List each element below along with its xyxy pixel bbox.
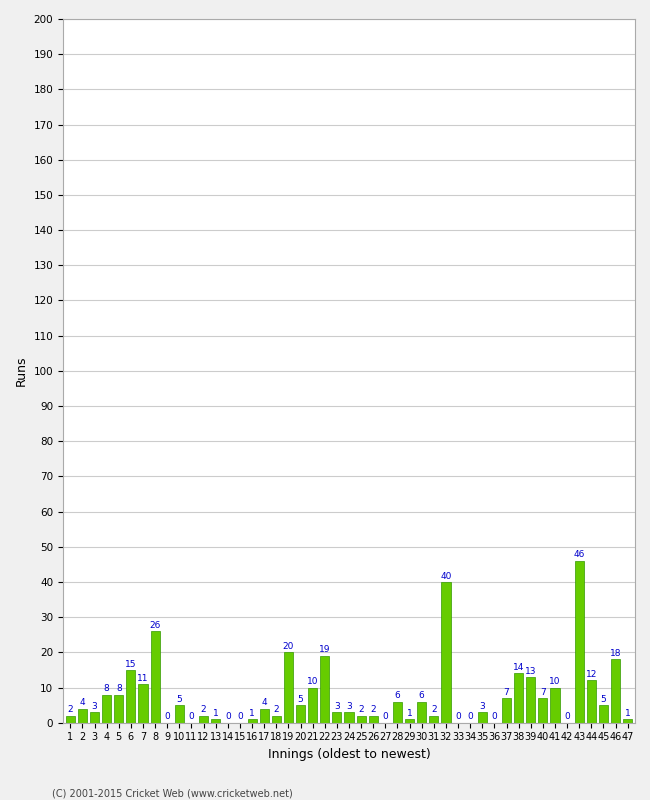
Bar — [357, 716, 366, 722]
Bar — [575, 561, 584, 722]
Y-axis label: Runs: Runs — [15, 356, 28, 386]
Bar — [272, 716, 281, 722]
Bar — [175, 705, 184, 722]
Bar — [369, 716, 378, 722]
Bar — [320, 656, 330, 722]
Text: 3: 3 — [334, 702, 340, 710]
Text: 0: 0 — [467, 712, 473, 722]
Bar — [78, 709, 87, 722]
Bar — [332, 712, 341, 722]
Text: 14: 14 — [513, 663, 525, 672]
Text: 10: 10 — [307, 677, 318, 686]
Text: 18: 18 — [610, 649, 621, 658]
Bar — [344, 712, 354, 722]
Bar — [114, 694, 124, 722]
Text: 5: 5 — [601, 694, 606, 704]
Bar — [296, 705, 305, 722]
Bar — [514, 674, 523, 722]
Bar — [66, 716, 75, 722]
Text: 7: 7 — [504, 688, 510, 697]
Bar — [587, 681, 596, 722]
Bar — [502, 698, 511, 722]
Text: 3: 3 — [92, 702, 98, 710]
Text: 3: 3 — [346, 702, 352, 710]
Bar — [478, 712, 487, 722]
Text: 0: 0 — [455, 712, 461, 722]
Bar — [538, 698, 547, 722]
Bar — [284, 652, 293, 722]
Bar — [393, 702, 402, 722]
Text: 26: 26 — [150, 621, 161, 630]
Text: 1: 1 — [407, 709, 413, 718]
Bar — [551, 687, 560, 722]
Text: 15: 15 — [125, 659, 136, 669]
Bar — [441, 582, 450, 722]
Bar — [429, 716, 438, 722]
Text: 13: 13 — [525, 666, 536, 675]
Text: 2: 2 — [68, 706, 73, 714]
Bar — [126, 670, 135, 722]
Text: 10: 10 — [549, 677, 561, 686]
Text: 46: 46 — [573, 550, 585, 559]
Text: 20: 20 — [283, 642, 294, 651]
Bar — [308, 687, 317, 722]
Text: 0: 0 — [491, 712, 497, 722]
Bar — [102, 694, 111, 722]
Text: (C) 2001-2015 Cricket Web (www.cricketweb.net): (C) 2001-2015 Cricket Web (www.cricketwe… — [52, 788, 292, 798]
Text: 19: 19 — [319, 646, 331, 654]
Bar — [90, 712, 99, 722]
Text: 5: 5 — [298, 694, 304, 704]
Text: 12: 12 — [586, 670, 597, 679]
Text: 2: 2 — [370, 706, 376, 714]
Text: 4: 4 — [79, 698, 85, 707]
Bar — [199, 716, 208, 722]
X-axis label: Innings (oldest to newest): Innings (oldest to newest) — [268, 748, 430, 761]
Bar — [211, 719, 220, 722]
Text: 2: 2 — [431, 706, 437, 714]
Text: 2: 2 — [358, 706, 364, 714]
Text: 0: 0 — [225, 712, 231, 722]
Bar — [138, 684, 148, 722]
Text: 40: 40 — [440, 571, 452, 581]
Bar — [611, 659, 620, 722]
Bar — [405, 719, 414, 722]
Bar — [151, 631, 160, 722]
Text: 11: 11 — [137, 674, 149, 682]
Text: 0: 0 — [164, 712, 170, 722]
Text: 1: 1 — [625, 709, 630, 718]
Bar — [417, 702, 426, 722]
Bar — [259, 709, 268, 722]
Text: 3: 3 — [480, 702, 485, 710]
Text: 7: 7 — [540, 688, 546, 697]
Bar — [526, 677, 536, 722]
Text: 1: 1 — [249, 709, 255, 718]
Text: 0: 0 — [237, 712, 243, 722]
Text: 8: 8 — [104, 684, 110, 693]
Text: 6: 6 — [419, 691, 424, 700]
Text: 4: 4 — [261, 698, 267, 707]
Text: 0: 0 — [382, 712, 388, 722]
Text: 1: 1 — [213, 709, 218, 718]
Text: 2: 2 — [274, 706, 279, 714]
Bar — [599, 705, 608, 722]
Text: 6: 6 — [395, 691, 400, 700]
Text: 5: 5 — [177, 694, 182, 704]
Text: 0: 0 — [564, 712, 570, 722]
Text: 0: 0 — [188, 712, 194, 722]
Text: 2: 2 — [201, 706, 207, 714]
Text: 8: 8 — [116, 684, 122, 693]
Bar — [623, 719, 632, 722]
Bar — [248, 719, 257, 722]
